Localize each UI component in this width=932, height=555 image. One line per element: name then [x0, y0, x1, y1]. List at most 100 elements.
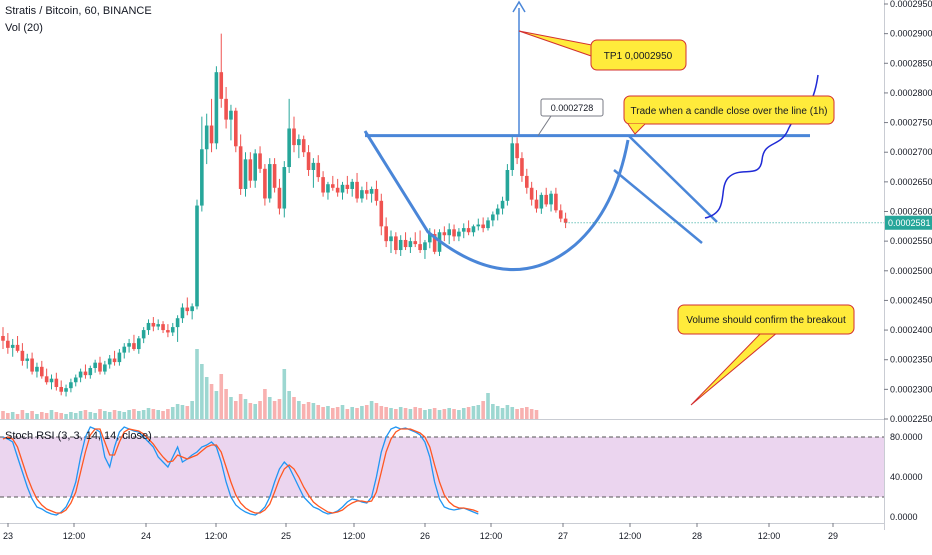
candle-body [234, 110, 238, 147]
volume-bar [340, 405, 345, 419]
candle-body [486, 220, 490, 229]
volume-bar [6, 413, 10, 419]
volume-bar [466, 407, 471, 419]
tp-callout-box [590, 39, 687, 71]
volume-bar [54, 412, 59, 419]
candle-body [549, 193, 553, 205]
volume-bar [403, 408, 408, 419]
price-tick-label: 0.0002700 [890, 147, 932, 157]
volume-bar [520, 408, 524, 419]
candle-body [122, 346, 127, 353]
volume-bar [219, 374, 224, 419]
volume-bar [200, 364, 204, 419]
volume-bar [452, 409, 456, 419]
candle-body [292, 128, 296, 146]
candle-body [461, 228, 466, 232]
candle-body [466, 228, 471, 233]
volume-bar [423, 410, 427, 419]
candle-body [6, 340, 10, 348]
volume-bar [311, 403, 316, 419]
volume-bar [442, 409, 447, 419]
candle-body [78, 371, 83, 378]
volume-bar [190, 401, 194, 419]
volume-bar [151, 409, 156, 419]
candle-body [195, 205, 199, 307]
volume-bars [1, 349, 539, 419]
volume-bar [234, 401, 238, 419]
time-tick-label: 12:00 [343, 531, 366, 541]
volume-bar [432, 408, 437, 419]
candle-body [229, 110, 233, 120]
candle-body [364, 190, 369, 194]
volume-bar [272, 401, 277, 419]
candle-body [398, 239, 403, 251]
candle-body [321, 177, 325, 193]
candle-body [35, 366, 39, 372]
candle-body [408, 241, 413, 248]
candle-body [156, 324, 160, 327]
candle-body [384, 226, 388, 242]
candle-body [525, 175, 529, 188]
volume-bar [49, 410, 54, 419]
volume-bar [331, 408, 335, 419]
stoch-lines [2, 426, 479, 516]
volume-bar [20, 410, 25, 419]
volume-bar [500, 408, 505, 419]
candle-body [214, 72, 219, 144]
candle-body [112, 358, 117, 363]
volume-bar [364, 405, 369, 419]
volume-bar [418, 408, 422, 419]
candle-body [428, 234, 432, 243]
volume-bar [10, 412, 15, 419]
candle-body [180, 307, 185, 319]
volume-bar [316, 405, 321, 419]
candle-body [563, 218, 568, 223]
time-tick-label: 23 [3, 531, 13, 541]
volume-bar [345, 409, 350, 419]
candle-body [360, 190, 364, 199]
volume-callout-box [677, 304, 855, 335]
candle-body [59, 386, 63, 392]
candle-body [491, 214, 495, 221]
candle-body [10, 344, 15, 348]
candle-body [529, 187, 534, 200]
volume-bar [437, 410, 442, 419]
volume-bar [534, 410, 539, 419]
drawings[interactable]: TP1 0,0002950 0.0002728 Trade when a candl… [363, 0, 855, 406]
candle-body [510, 143, 515, 170]
price-tick-label: 0.0002600 [890, 207, 932, 217]
trade-callout-box [623, 95, 835, 125]
stoch-tick-label: 40.0000 [890, 472, 923, 482]
volume-bar [282, 369, 287, 419]
volume-bar [243, 399, 248, 419]
last-price-label: 0.0002581 [888, 218, 931, 228]
last-price-tag [885, 215, 932, 230]
volume-bar [224, 389, 228, 419]
cup-curve [363, 130, 630, 272]
candle-body [127, 343, 131, 347]
time-tick-label: 12:00 [619, 531, 642, 541]
volume-bar [122, 412, 127, 419]
volume-bar [461, 408, 466, 419]
volume-bar [69, 412, 73, 419]
candle-body [30, 358, 34, 372]
candle-body [282, 167, 287, 209]
grid-lines [0, 0, 885, 530]
candle-body [287, 128, 291, 168]
candle-body [423, 242, 427, 251]
candle-body [452, 229, 456, 237]
candle-body [335, 187, 340, 193]
candle-body [316, 162, 321, 178]
volume-bar [476, 405, 481, 419]
volume-bar [398, 407, 403, 419]
volume-bar [185, 406, 190, 419]
volume-bar [127, 410, 131, 419]
volume-bar [287, 391, 291, 419]
volume-bar [394, 409, 398, 419]
volume-bar [209, 384, 214, 419]
symbol-title: Stratis / Bitcoin, 60, BINANCE [5, 5, 152, 17]
candle-body [476, 224, 481, 227]
candle-body [515, 143, 519, 159]
